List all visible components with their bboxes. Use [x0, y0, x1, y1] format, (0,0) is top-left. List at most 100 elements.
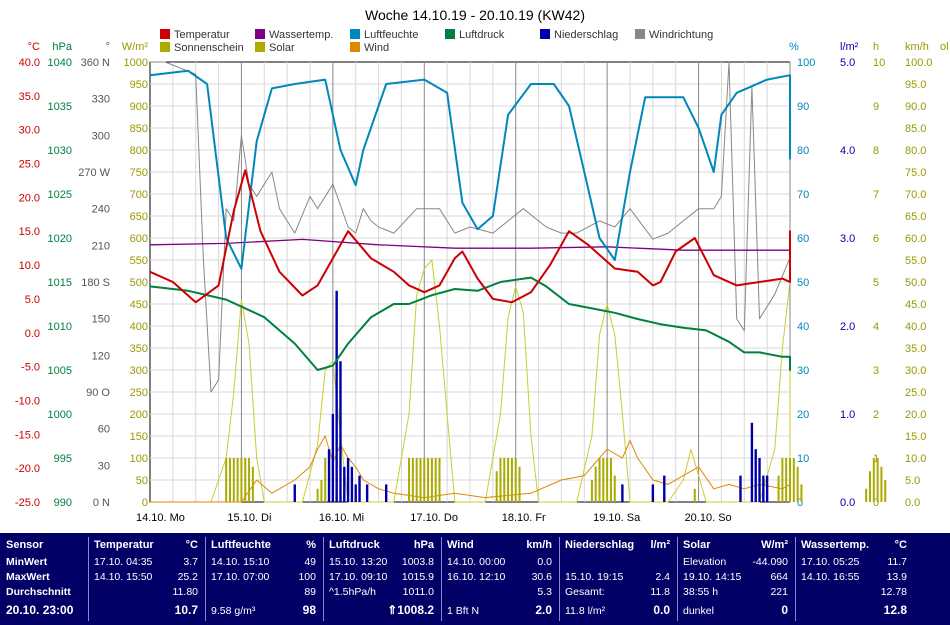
axis-unit-right-ol: ol: [940, 41, 949, 53]
chart-title: Woche 14.10.19 - 20.10.19 (KW42): [365, 7, 585, 23]
axis-unit-right-km-h: km/h: [905, 41, 929, 53]
bar-sonnenschein: [865, 488, 868, 502]
axis-tick-right-3: 85.0: [905, 123, 926, 135]
axis-tick-left-3: 350: [130, 343, 148, 355]
bar-niederschlag: [739, 475, 742, 502]
wind-min-date: 14.10. 00:00: [447, 556, 506, 568]
temperatur-avg: 11.80: [172, 586, 199, 598]
bar-sonnenschein: [777, 475, 780, 502]
axis-tick-left-0: 25.0: [19, 159, 40, 171]
solar-elevation: -44.090: [752, 556, 788, 568]
bar-niederschlag: [354, 484, 357, 502]
legend-swatch-windrichtung: [635, 29, 645, 39]
axis-tick-left-2: 0 N: [93, 497, 110, 509]
axis-tick-left-0: 5.0: [25, 294, 40, 306]
x-label-day: 16.10. Mi: [319, 512, 364, 524]
bar-sonnenschein: [316, 488, 319, 502]
axis-tick-right-1: 0.0: [840, 497, 855, 509]
bar-sonnenschein: [514, 458, 517, 502]
axis-tick-left-3: 800: [130, 145, 148, 157]
axis-tick-left-3: 750: [130, 167, 148, 179]
stats-luftdruck-column: Luftdruck hPa 15.10. 13:20 1003.8 17.10. 0…: [323, 533, 440, 625]
legend-swatch-luftfeuchte: [350, 29, 360, 39]
axis-tick-right-0: 0: [797, 497, 803, 509]
legend-swatch-sonnenschein: [160, 42, 170, 52]
stats-wind-unit: km/h: [526, 539, 552, 551]
axis-tick-left-0: -10.0: [15, 395, 40, 407]
axis-tick-right-3: 40.0: [905, 321, 926, 333]
wassertemp-max: 13.9: [886, 571, 907, 583]
bar-sonnenschein: [240, 458, 243, 502]
axis-tick-right-3: 5.0: [905, 475, 920, 487]
wind-max-date: 16.10. 12:10: [447, 571, 506, 583]
stats-solar-column: Solar W/m² Elevation -44.090 19.10. 14:15 6…: [677, 533, 794, 625]
plot-area: [149, 61, 887, 503]
axis-tick-right-1: 2.0: [840, 321, 855, 333]
axis-tick-right-0: 70: [797, 189, 809, 201]
axis-tick-right-2: 9: [873, 101, 879, 113]
bar-niederschlag: [621, 484, 624, 502]
axis-tick-left-0: 30.0: [19, 125, 40, 137]
axis-tick-left-3: 450: [130, 299, 148, 311]
axis-tick-left-0: 10.0: [19, 260, 40, 272]
bar-niederschlag: [754, 449, 757, 502]
bar-sonnenschein: [781, 458, 784, 502]
luftfeuchte-absolute: 9.58 g/m³: [211, 605, 256, 617]
bar-sonnenschein: [438, 458, 441, 502]
luftdruck-min: 1003.8: [401, 556, 434, 568]
axis-tick-right-0: 20: [797, 409, 809, 421]
stats-luftdruck-title: Luftdruck: [329, 539, 380, 551]
temperatur-min-date: 17.10. 04:35: [94, 556, 153, 568]
axis-tick-left-2: 360 N: [81, 57, 110, 69]
legend-swatch-temperatur: [160, 29, 170, 39]
axis-tick-right-3: 80.0: [905, 145, 926, 157]
chart-axes: °C40.035.030.025.020.015.010.05.00.0-5.0…: [15, 41, 949, 509]
axis-tick-right-2: 0: [873, 497, 879, 509]
axis-tick-left-0: -5.0: [21, 362, 40, 374]
bar-sonnenschein: [232, 458, 235, 502]
axis-tick-left-0: 15.0: [19, 226, 40, 238]
bar-sonnenschein: [503, 458, 506, 502]
legend-label-solar: Solar: [269, 42, 295, 54]
bar-sonnenschein: [876, 458, 879, 502]
axis-tick-left-2: 60: [98, 424, 110, 436]
bar-sonnenschein: [434, 458, 437, 502]
axis-tick-left-3: 150: [130, 431, 148, 443]
bar-niederschlag: [651, 484, 655, 502]
axis-tick-left-1: 1030: [48, 145, 72, 157]
stats-niederschlag-title: Niederschlag: [565, 539, 635, 551]
bar-sonnenschein: [499, 458, 502, 502]
luftdruck-max: 1015.9: [401, 571, 434, 583]
legend: Temperatur Wassertemp. Luftfeuchte Luftdruc…: [160, 29, 713, 54]
bar-sonnenschein: [590, 480, 593, 502]
stats-wind-column: Wind km/h 14.10. 00:00 0.0 16.10. 12:10 30.…: [441, 533, 558, 625]
legend-swatch-solar: [255, 42, 265, 52]
luftdruck-current: 1008.2: [397, 603, 434, 617]
axis-tick-left-1: 1025: [48, 189, 72, 201]
niederschlag-total: 11.8: [650, 586, 670, 598]
axis-tick-left-1: 990: [54, 497, 72, 509]
bar-niederschlag: [663, 475, 666, 502]
weather-chart: Woche 14.10.19 - 20.10.19 (KW42) Tempera…: [15, 7, 949, 524]
luftfeuchte-min-date: 14.10. 15:10: [211, 556, 270, 568]
axis-tick-left-1: 1005: [48, 365, 72, 377]
bar-sonnenschein: [884, 480, 887, 502]
axis-tick-left-3: 100: [130, 453, 148, 465]
axis-tick-left-3: 650: [130, 211, 148, 223]
wassertemp-current: 12.8: [883, 603, 907, 617]
axis-tick-right-0: 80: [797, 145, 809, 157]
bar-niederschlag: [339, 361, 342, 502]
bar-sonnenschein: [800, 484, 803, 502]
bar-sonnenschein: [789, 458, 791, 502]
axis-tick-left-3: 850: [130, 123, 148, 135]
bar-sonnenschein: [419, 458, 422, 502]
axis-tick-left-3: 200: [130, 409, 148, 421]
bar-niederschlag: [762, 475, 765, 502]
bar-niederschlag: [335, 290, 338, 502]
axis-tick-left-0: 40.0: [19, 57, 40, 69]
axis-tick-right-2: 1: [873, 453, 879, 465]
axis-tick-right-3: 75.0: [905, 167, 926, 179]
bar-sonnenschein: [415, 458, 418, 502]
luftfeuchte-max: 100: [298, 571, 316, 583]
